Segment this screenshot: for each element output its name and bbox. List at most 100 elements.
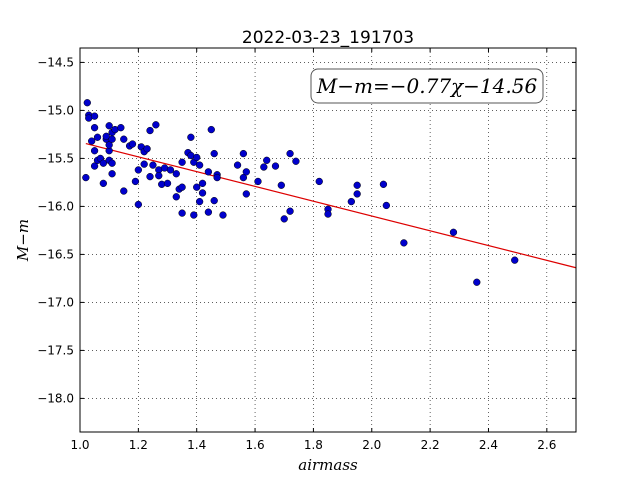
data-point [90, 124, 99, 132]
x-tick-label: 2.0 [362, 438, 381, 452]
data-point [172, 193, 180, 201]
y-tick-label: −14.5 [37, 55, 74, 69]
data-point [117, 124, 125, 132]
data-point [286, 149, 294, 158]
data-point [108, 170, 116, 178]
data-point [155, 172, 163, 180]
data-point [131, 177, 140, 186]
y-tick-label: −17.0 [37, 295, 74, 309]
data-point [242, 168, 250, 176]
y-tick-label: −16.0 [37, 199, 74, 213]
y-tick-label: −15.0 [37, 103, 74, 117]
data-point [83, 99, 91, 107]
data-point [195, 161, 204, 169]
x-axis-label: airmass [298, 456, 358, 474]
data-point [353, 190, 361, 198]
data-point [277, 181, 285, 189]
data-point [379, 180, 388, 188]
fit-equation-box: M−m=−0.77χ−14.56 [310, 68, 544, 104]
data-point [511, 256, 519, 264]
data-point [90, 112, 99, 120]
data-point [400, 239, 408, 247]
data-point [163, 179, 172, 188]
data-point [219, 211, 227, 219]
data-point [152, 121, 160, 129]
data-point [193, 183, 201, 191]
x-tick-label: 1.2 [129, 438, 148, 452]
data-point [102, 132, 110, 140]
data-point [449, 228, 458, 236]
data-point [315, 177, 323, 186]
data-point [187, 133, 195, 141]
data-point [195, 197, 204, 206]
x-tick-label: 1.0 [70, 438, 89, 452]
data-point [128, 140, 137, 148]
data-point [292, 157, 300, 165]
data-point [99, 159, 107, 167]
data-point [263, 156, 271, 164]
data-point [108, 159, 116, 167]
x-tick-label: 2.2 [421, 438, 440, 452]
data-point [178, 158, 186, 166]
data-point [178, 209, 186, 217]
data-point [239, 173, 248, 182]
data-point [93, 133, 102, 141]
data-point [149, 161, 157, 169]
data-point [146, 126, 154, 135]
fit-equation-text: M−m=−0.77χ−14.56 [316, 74, 538, 98]
data-point [260, 163, 268, 171]
y-tick-label: −16.5 [37, 247, 74, 261]
y-tick-label: −15.5 [37, 151, 74, 165]
data-point [82, 173, 90, 182]
data-point [254, 177, 262, 186]
data-points [82, 99, 519, 286]
x-tick-label: 1.8 [304, 438, 323, 452]
data-point [99, 179, 107, 188]
data-point [280, 215, 288, 223]
data-point [198, 179, 207, 188]
y-axis-label: M−m [14, 219, 32, 262]
data-point [140, 160, 148, 168]
data-point [105, 122, 113, 130]
data-point [204, 168, 213, 176]
data-point [242, 190, 250, 198]
x-tick-label: 1.4 [187, 438, 206, 452]
x-tick-label: 1.6 [246, 438, 265, 452]
fit-line-group [85, 142, 577, 269]
data-point [88, 137, 96, 145]
data-point [193, 153, 201, 162]
data-point [120, 187, 128, 195]
data-point [178, 183, 186, 191]
x-tick-label: 2.4 [479, 438, 498, 452]
data-point [382, 201, 391, 210]
data-point [324, 210, 332, 218]
data-point [134, 166, 143, 174]
data-point [353, 181, 361, 189]
y-tick-label: −18.0 [37, 391, 74, 405]
data-point [286, 207, 294, 215]
data-point [473, 278, 481, 286]
data-point [271, 162, 280, 170]
grid-lines [79, 48, 576, 432]
data-point [166, 166, 175, 174]
data-point [120, 135, 128, 143]
data-point [108, 135, 116, 143]
data-point [146, 172, 154, 181]
data-point [134, 200, 143, 209]
data-point [204, 208, 213, 216]
plot-frame [79, 47, 577, 433]
y-tick-label: −17.5 [37, 343, 74, 357]
data-point [210, 149, 218, 158]
fit-line [85, 142, 577, 269]
data-point [239, 149, 248, 158]
data-point [190, 211, 198, 219]
fit-equation-frame [310, 68, 544, 104]
data-point [233, 161, 242, 169]
axis-ticks: 1.0 1.2 1.4 1.6 1.8 2.0 2.2 2.4 2.6 −14.5 −15.0 −15… [37, 48, 576, 452]
x-tick-label: 2.6 [537, 438, 556, 452]
data-point [347, 197, 355, 206]
data-point [143, 145, 151, 153]
data-point [210, 196, 218, 205]
data-point [90, 147, 99, 155]
